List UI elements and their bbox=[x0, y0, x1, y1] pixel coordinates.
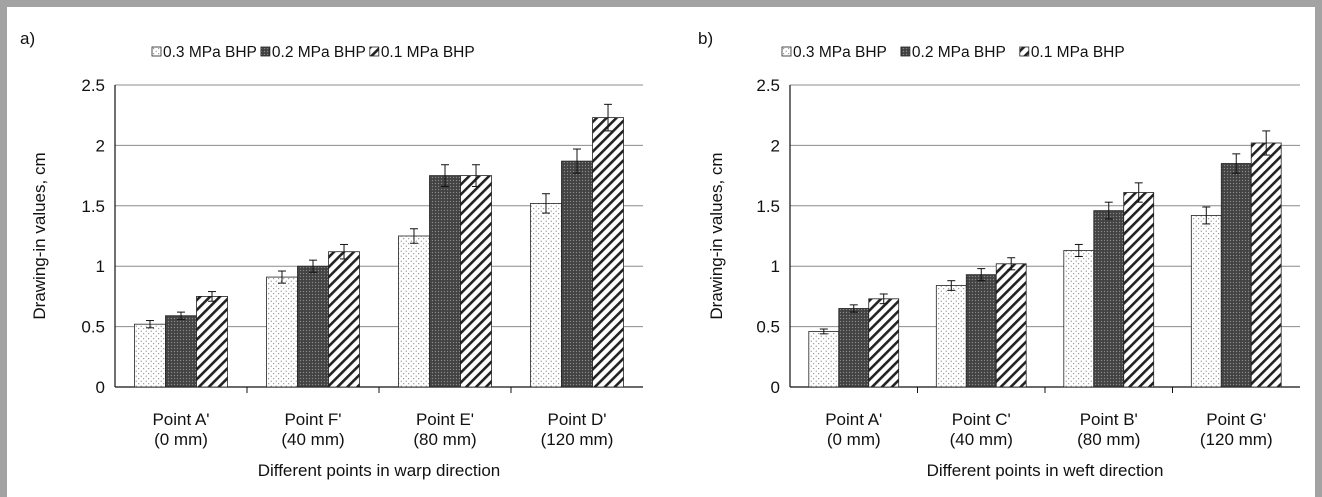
panel-label: a) bbox=[20, 29, 35, 48]
legend: 0.3 MPa BHP 0.2 MPa BHP 0.1 MPa BHP bbox=[151, 44, 475, 61]
y-tick-label: 2.5 bbox=[81, 76, 105, 95]
bar-hatched bbox=[328, 251, 360, 388]
y-tick-label: 0.5 bbox=[81, 318, 105, 337]
chart-panel-a: a) 0 0.5 1 1.5 2 2.5 Point A'(0 mm) Point F'(40 … bbox=[20, 29, 643, 480]
bar-hatched bbox=[460, 175, 492, 388]
legend-swatch-hatched bbox=[369, 46, 380, 57]
bar-dark bbox=[1093, 210, 1125, 388]
bar-dark bbox=[561, 160, 593, 388]
bar-hatched bbox=[592, 117, 624, 388]
y-tick-label: 1.5 bbox=[756, 197, 780, 216]
bar-dotted bbox=[808, 331, 840, 388]
x-tick-label: Point D' bbox=[548, 410, 607, 429]
legend-swatch-dark bbox=[900, 46, 911, 57]
legend-swatch-hatched bbox=[1019, 46, 1030, 57]
legend-label: 0.2 MPa BHP bbox=[272, 44, 366, 61]
bar-dark bbox=[1220, 163, 1252, 388]
y-axis-label: Drawing-in values, cm bbox=[30, 152, 49, 319]
legend-label: 0.3 MPa BHP bbox=[793, 44, 887, 61]
legend-label: 0.1 MPa BHP bbox=[381, 44, 475, 61]
x-tick-label: Point E' bbox=[416, 410, 474, 429]
bar-dotted bbox=[1063, 250, 1095, 388]
bar-dotted bbox=[1190, 215, 1222, 388]
bar-dotted bbox=[266, 276, 298, 388]
bar-dotted bbox=[935, 285, 967, 388]
bar-hatched bbox=[868, 298, 900, 388]
y-tick-label: 1 bbox=[96, 257, 105, 276]
bar-dotted bbox=[134, 323, 166, 388]
bar-hatched bbox=[995, 263, 1027, 388]
y-tick-label: 2 bbox=[771, 136, 780, 155]
y-tick-label: 0 bbox=[771, 378, 780, 397]
bar-hatched bbox=[1250, 142, 1282, 388]
legend-swatch-dotted bbox=[151, 46, 162, 57]
x-tick-label: (0 mm) bbox=[827, 430, 881, 449]
x-tick-label: (0 mm) bbox=[154, 430, 208, 449]
x-tick-label: Point A' bbox=[152, 410, 209, 429]
legend-swatch-dark bbox=[260, 46, 271, 57]
x-tick-label: Point B' bbox=[1080, 410, 1138, 429]
x-tick-label: (120 mm) bbox=[541, 430, 614, 449]
bar-dark bbox=[965, 274, 997, 388]
x-tick-label: Point A' bbox=[825, 410, 882, 429]
y-tick-label: 2.5 bbox=[756, 76, 780, 95]
bar-hatched bbox=[196, 295, 228, 388]
legend-label: 0.3 MPa BHP bbox=[163, 44, 257, 61]
y-axis-label: Drawing-in values, cm bbox=[707, 152, 726, 319]
legend-label: 0.1 MPa BHP bbox=[1031, 44, 1125, 61]
bar-dotted bbox=[398, 235, 430, 388]
bar-dark bbox=[297, 265, 329, 388]
x-axis-label: Different points in weft direction bbox=[927, 461, 1164, 480]
legend-label: 0.2 MPa BHP bbox=[912, 44, 1006, 61]
x-tick-label: (40 mm) bbox=[281, 430, 344, 449]
x-tick-label: (80 mm) bbox=[1077, 430, 1140, 449]
x-tick-label: (40 mm) bbox=[950, 430, 1013, 449]
bar-dark bbox=[429, 175, 461, 388]
x-tick-label: Point F' bbox=[284, 410, 341, 429]
y-tick-label: 2 bbox=[96, 136, 105, 155]
bar-dark bbox=[165, 315, 197, 388]
y-tick-label: 0.5 bbox=[756, 318, 780, 337]
x-tick-label: Point G' bbox=[1206, 410, 1266, 429]
y-tick-label: 1.5 bbox=[81, 197, 105, 216]
y-tick-label: 0 bbox=[96, 378, 105, 397]
chart-panel-b: b) 0 0.5 1 1.5 2 2.5 Point A'(0 mm) Point C'(40 … bbox=[698, 29, 1300, 480]
bar-hatched bbox=[1123, 192, 1155, 388]
x-tick-label: Point C' bbox=[952, 410, 1011, 429]
x-tick-label: (120 mm) bbox=[1200, 430, 1273, 449]
legend-swatch-dotted bbox=[781, 46, 792, 57]
y-tick-label: 1 bbox=[771, 257, 780, 276]
bar-dark bbox=[838, 308, 870, 388]
x-axis-label: Different points in warp direction bbox=[258, 461, 501, 480]
x-tick-label: (80 mm) bbox=[413, 430, 476, 449]
legend: 0.3 MPa BHP 0.2 MPa BHP 0.1 MPa BHP bbox=[781, 44, 1125, 61]
panel-label: b) bbox=[698, 29, 713, 48]
bar-dotted bbox=[530, 202, 562, 388]
